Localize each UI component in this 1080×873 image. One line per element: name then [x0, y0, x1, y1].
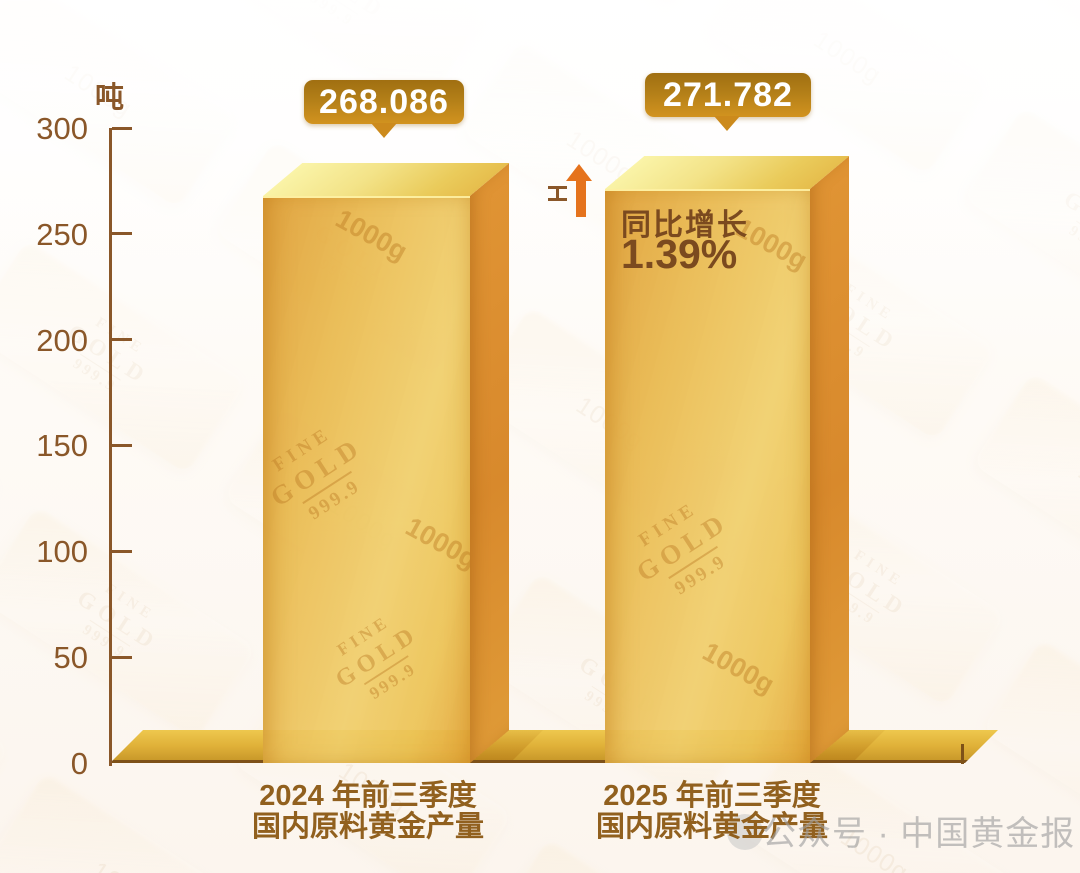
- y-axis-tick-label: 50: [53, 640, 88, 675]
- y-axis-tick: [112, 232, 132, 235]
- y-axis-tick: [112, 550, 132, 553]
- bar-2024-top-face: [263, 163, 510, 196]
- value-badge-2024: 268.086: [304, 80, 464, 124]
- y-axis-tick-label: 150: [36, 428, 88, 463]
- background-gold-ingot: 1000g: [0, 339, 1, 575]
- y-axis-line: [109, 128, 112, 766]
- value-2025: 271.782: [663, 75, 793, 114]
- y-axis-tick-label: 200: [36, 323, 88, 358]
- y-axis-tick-label: 300: [36, 111, 88, 146]
- value-badge-2025: 271.782: [645, 73, 811, 117]
- y-axis-tick-label: 250: [36, 217, 88, 252]
- category-2024-line1: 2024 年前三季度: [259, 780, 477, 812]
- category-label-2024: 2024 年前三季度 国内原料黄金产量: [218, 781, 518, 843]
- ingot-brand-text: FINE GOLD 999.9: [330, 612, 424, 705]
- y-axis-tick: [112, 656, 132, 659]
- ingot-weight-text: 1000g: [697, 636, 780, 700]
- y-axis-unit-label: 吨: [95, 82, 125, 114]
- y-axis-tick: [112, 127, 132, 130]
- value-2024: 268.086: [319, 82, 449, 121]
- chart-floor: [110, 730, 998, 763]
- growth-percentage: 1.39%: [621, 231, 738, 277]
- y-axis-tick: [112, 338, 132, 341]
- bar-2024-side-face: [470, 163, 509, 763]
- bar-2025-side-face: [810, 156, 849, 763]
- bar-2024-front-face: 1000g FINE GOLD 999.9 1000g FINE GOLD 99…: [263, 196, 470, 763]
- y-axis-tick: [112, 444, 132, 447]
- bar-2025-top-face: [605, 156, 850, 189]
- difference-marker-icon: [548, 186, 567, 201]
- y-axis-tick-label: 100: [36, 534, 88, 569]
- ingot-brand-text: FINE GOLD 999.9: [631, 497, 735, 601]
- ingot-weight-text: 1000g: [330, 203, 413, 267]
- watermark-text: 公众号 · 中国黄金报: [762, 815, 1076, 853]
- ingot-weight-text: 1000g: [400, 511, 470, 575]
- background-gold-ingot: 1000g: [972, 371, 1080, 607]
- value-badge-2024-pointer: [371, 123, 397, 138]
- value-badge-2025-pointer: [714, 116, 740, 131]
- category-2024-line2: 国内原料黄金产量: [251, 811, 484, 843]
- growth-arrow-shaft: [576, 179, 586, 217]
- y-axis-tick-label: 0: [70, 746, 88, 781]
- floor-edge-tick: [961, 744, 964, 764]
- ingot-brand-text: FINE GOLD 999.9: [265, 422, 369, 526]
